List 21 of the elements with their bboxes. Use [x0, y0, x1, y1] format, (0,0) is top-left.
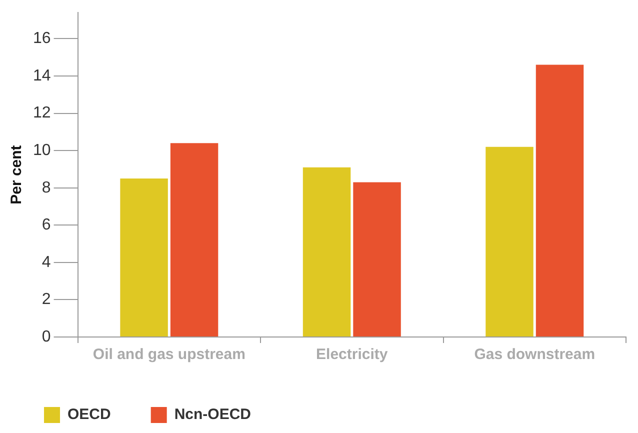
y-tick-label: 8: [42, 179, 51, 196]
bar: [353, 182, 401, 336]
x-tick-label: Oil and gas upstream: [92, 346, 246, 364]
y-tick-label: 10: [33, 142, 51, 159]
bar: [536, 64, 584, 336]
y-tick-label: 6: [42, 216, 51, 234]
y-tick-label: 16: [33, 30, 51, 48]
x-tick-label: Electricity: [316, 346, 388, 364]
y-tick-label: 0: [42, 328, 51, 346]
y-tick-label: 12: [33, 104, 51, 122]
bar: [486, 146, 534, 336]
y-axis-title: Per cent: [8, 145, 26, 204]
y-tick-label: 4: [42, 254, 51, 271]
bar: [170, 143, 218, 336]
legend-label: Ncn-OECD: [174, 406, 252, 424]
bar: [302, 167, 351, 336]
bar: [120, 178, 168, 336]
y-tick-label: 2: [42, 291, 51, 308]
y-tick-label: 14: [33, 67, 51, 84]
legend-label: OECD: [68, 406, 112, 424]
x-tick-label: Gas downstream: [474, 346, 596, 364]
